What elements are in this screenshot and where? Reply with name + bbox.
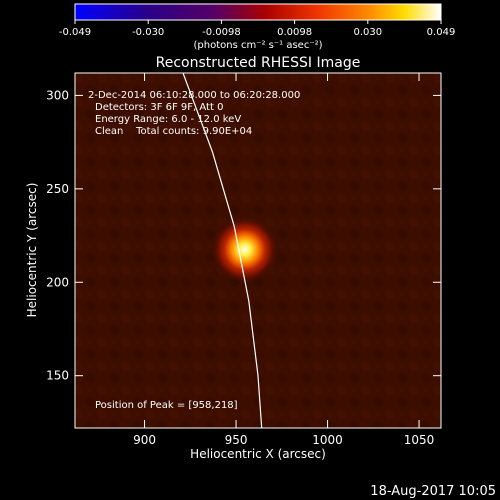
- solar-limb-line: [182, 73, 263, 428]
- colorbar-tick-label: -0.0098: [202, 27, 241, 38]
- x-tick-label: 1050: [404, 433, 435, 447]
- chart-title: Reconstructed RHESSI Image: [156, 55, 361, 71]
- colorbar-tick-label: 0.0098: [277, 27, 312, 38]
- y-tick-label: 150: [46, 369, 69, 383]
- colorbar-tick-label: -0.049: [59, 27, 91, 38]
- info-energy: Energy Range: 6.0 - 12.0 keV: [95, 114, 241, 125]
- colorbar-tick-label: 0.030: [353, 27, 382, 38]
- y-tick-label: 200: [46, 275, 69, 289]
- plot-frame: [74, 72, 442, 429]
- colorbar-tick-label: 0.049: [427, 27, 456, 38]
- x-tick-label: 1000: [312, 433, 343, 447]
- colorbar-tick-label: -0.030: [132, 27, 164, 38]
- colorbar-ticks: -0.049 -0.030 -0.0098 0.0098 0.030 0.049: [59, 20, 455, 38]
- x-axis-label: Heliocentric X (arcsec): [190, 447, 326, 461]
- x-tick-label: 900: [133, 433, 156, 447]
- info-detectors: Detectors: 3F 6F 9F, Att 0: [95, 102, 223, 113]
- info-time-range: 2-Dec-2014 06:10:28.000 to 06:20:28.000: [88, 90, 300, 101]
- info-peak-position: Position of Peak = [958,218]: [95, 400, 238, 411]
- info-clean: Clean Total counts: 9.90E+04: [95, 126, 252, 137]
- y-tick-label: 250: [46, 182, 69, 196]
- colorbar: [74, 3, 442, 21]
- plot-area: [75, 73, 441, 428]
- x-tick-label: 950: [225, 433, 248, 447]
- y-tick-label: 300: [46, 88, 69, 102]
- timestamp: 18-Aug-2017 10:05: [370, 484, 496, 499]
- y-axis-ticks: 150 200 250 300: [46, 88, 441, 383]
- x-axis-ticks: 900 950 1000 1050: [133, 73, 434, 447]
- y-axis-label: Heliocentric Y (arcsec): [25, 183, 39, 318]
- colorbar-unit-label: (photons cm⁻² s⁻¹ asec⁻²): [193, 40, 322, 51]
- peak-source: [210, 215, 279, 284]
